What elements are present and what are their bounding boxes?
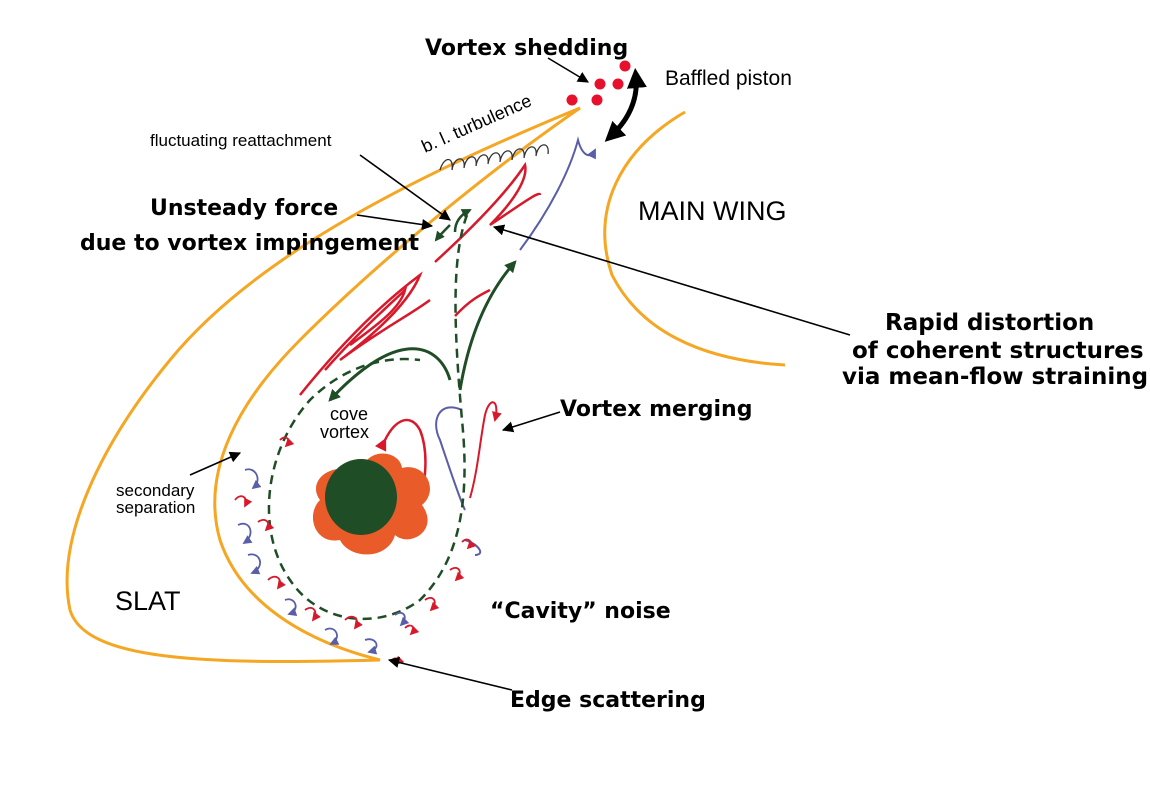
vortex-merging-label: Vortex merging [560,397,752,422]
pointer-lines [189,57,851,691]
cove-vortex-label-line1: cove [330,404,368,424]
baffled-piston-arrow [604,68,647,142]
green-flow-arrow-3 [453,208,472,233]
cove-circulation [267,214,469,621]
main-wing-label: MAIN WING [638,196,787,226]
red-shear-structures [299,161,542,521]
secondary-separation-label-line2: separation [116,498,195,517]
edge-scattering-label: Edge scattering [510,688,706,713]
shed-vortex-dots [566,60,631,106]
rapid-distortion-label-line2: of coherent structures [852,338,1144,364]
green-flow-arrow-4 [434,224,451,242]
green-flow-arrow-1 [328,347,452,402]
blue-structures [435,136,596,556]
vortex-merging-swirl [469,401,502,499]
rapid-distortion-label-line1: Rapid distortion [885,310,1094,336]
fluctuating-reattachment-label: fluctuating reattachment [150,131,332,150]
green-flow-arrow-2 [458,260,517,391]
secondary-separation-label-line1: secondary [116,481,195,500]
slat-outline [65,106,581,664]
baffled-piston-label: Baffled piston [665,67,792,90]
rapid-distortion-label-line3: via mean-flow straining [842,364,1148,390]
unsteady-force-label-line1: Unsteady force [150,196,338,221]
bl-turbulence-label: b. l. turbulence [418,90,534,156]
cavity-noise-label: “Cavity” noise [490,599,671,624]
bl-turbulence-coil [439,144,549,171]
unsteady-force-label-line2: due to vortex impingement [80,231,419,256]
vortex-shedding-label: Vortex shedding [425,36,628,61]
slat-label: SLAT [115,586,181,616]
cove-vortex-label-line2: vortex [320,422,369,442]
main-wing-outline [603,110,786,367]
cove-vortex-core [312,453,430,555]
